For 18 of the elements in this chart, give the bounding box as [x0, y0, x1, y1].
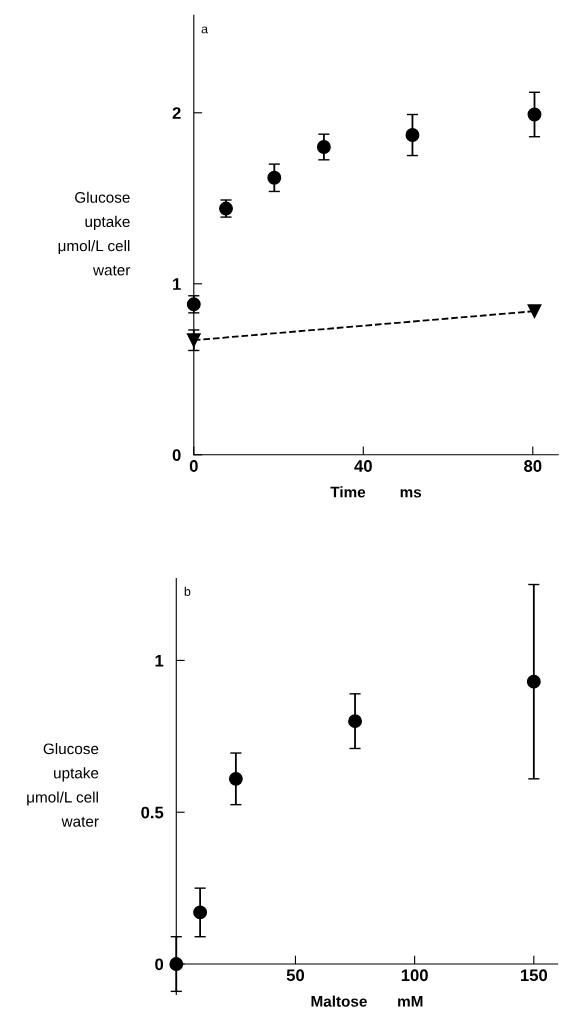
y-tick-label: 0 — [155, 958, 164, 971]
annotation: a — [201, 26, 209, 34]
x-tick-label: 0 — [189, 460, 198, 472]
y-tick-label: 2 — [172, 107, 181, 119]
x-tick-label: 150 — [520, 969, 548, 982]
x-tick-label: 50 — [286, 969, 305, 982]
y-axis-title: Glucose uptake μmol/L cell water — [27, 743, 99, 827]
x-tick-label: 80 — [524, 460, 542, 472]
x-tick-label: 40 — [354, 460, 372, 472]
annotation: b — [184, 586, 191, 596]
y-tick-label: 1 — [173, 278, 181, 290]
y-tick-label: 1 — [155, 655, 164, 667]
y-axis-title: Glucose uptake μmol/L cell water — [58, 191, 131, 276]
y-tick-label: 0.5 — [141, 806, 164, 819]
y-tick-label: 0 — [172, 449, 181, 461]
x-axis-title: Maltose mM — [311, 995, 423, 1007]
x-tick-label: 100 — [401, 969, 428, 982]
x-axis-title: Time ms — [330, 486, 422, 498]
